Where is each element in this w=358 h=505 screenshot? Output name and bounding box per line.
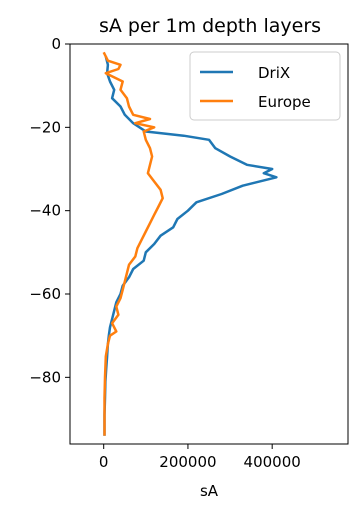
plot-frame [69, 43, 349, 445]
y-tick-label: −40 [29, 202, 61, 220]
y-tick-label: 0 [51, 35, 61, 53]
legend: DriX Europe [189, 51, 341, 121]
legend-label-europe: Europe [258, 93, 311, 111]
y-axis: 0 −20 −40 −60 −80 [29, 35, 70, 386]
series-layer [102, 51, 278, 436]
x-tick-label: 0 [99, 453, 109, 471]
x-tick-label: 400000 [244, 453, 301, 471]
x-tick-label: 200000 [159, 453, 216, 471]
y-tick-label: −60 [29, 285, 61, 303]
series-line-europe [102, 51, 164, 436]
plot-area [69, 43, 349, 445]
x-axis-label: sA [200, 482, 219, 500]
series-line-drix [103, 56, 278, 436]
y-tick-label: −20 [29, 118, 61, 136]
y-tick-label: −80 [29, 368, 61, 386]
x-axis: 0 200000 400000 [99, 444, 301, 471]
legend-box [189, 51, 341, 121]
legend-label-drix: DriX [258, 64, 290, 82]
chart-title: sA per 1m depth layers [99, 15, 321, 37]
